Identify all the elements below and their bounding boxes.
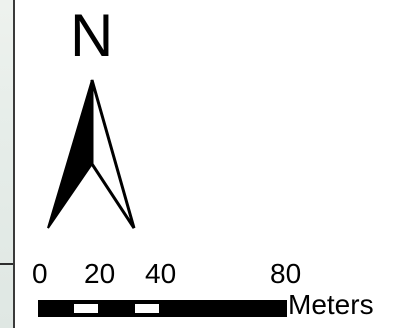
scale-units-label: Meters (288, 289, 374, 320)
scale-bar-segment-white-1 (74, 304, 98, 313)
map-border (13, 0, 15, 328)
scale-label-0: 0 (32, 258, 48, 289)
map-background (0, 0, 13, 328)
north-arrow-right-half (90, 79, 136, 229)
north-arrow-left-half (47, 79, 93, 229)
map-feature-line (0, 263, 13, 265)
north-arrow-icon (47, 79, 136, 229)
scale-label-40: 40 (145, 258, 177, 289)
scale-bar (38, 300, 287, 317)
scale-label-80: 80 (270, 258, 302, 289)
scale-bar-outline (38, 300, 287, 317)
scale-bar-segment-white-2 (135, 304, 159, 313)
north-label: N (70, 2, 114, 69)
scale-label-20: 20 (84, 258, 116, 289)
